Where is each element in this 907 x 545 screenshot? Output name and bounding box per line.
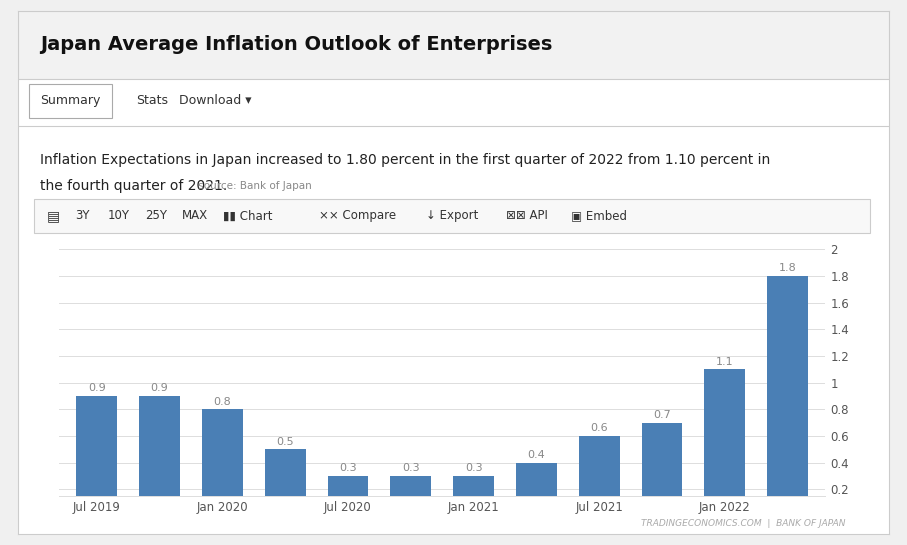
Text: source: Bank of Japan: source: Bank of Japan xyxy=(195,181,312,191)
Text: TRADINGECONOMICS.COM  |  BANK OF JAPAN: TRADINGECONOMICS.COM | BANK OF JAPAN xyxy=(641,518,846,528)
Text: ▣ Embed: ▣ Embed xyxy=(571,209,627,222)
Bar xyxy=(327,476,368,516)
Text: 0.7: 0.7 xyxy=(653,410,671,420)
Text: Stats: Stats xyxy=(136,94,168,107)
Text: 3Y: 3Y xyxy=(74,209,89,222)
Bar xyxy=(767,276,808,516)
Bar xyxy=(641,422,682,516)
Text: 0.5: 0.5 xyxy=(277,437,294,446)
Text: 0.4: 0.4 xyxy=(528,450,545,460)
Text: 0.8: 0.8 xyxy=(213,397,231,407)
Bar xyxy=(139,396,180,516)
Text: 0.9: 0.9 xyxy=(151,383,169,393)
Bar xyxy=(516,463,557,516)
Bar xyxy=(390,476,431,516)
Bar xyxy=(76,396,117,516)
Text: 0.3: 0.3 xyxy=(402,463,420,473)
Bar xyxy=(454,476,494,516)
Text: 0.6: 0.6 xyxy=(590,423,608,433)
Text: 25Y: 25Y xyxy=(145,209,167,222)
Text: Download ▾: Download ▾ xyxy=(180,94,252,107)
Text: MAX: MAX xyxy=(181,209,208,222)
Bar xyxy=(34,199,870,233)
FancyBboxPatch shape xyxy=(29,84,112,118)
Text: 1.8: 1.8 xyxy=(779,263,796,273)
Text: 0.3: 0.3 xyxy=(339,463,356,473)
Text: ▮▮ Chart: ▮▮ Chart xyxy=(223,209,272,222)
Bar xyxy=(202,409,243,516)
Text: Summary: Summary xyxy=(40,94,101,107)
Bar xyxy=(265,449,306,516)
Text: 10Y: 10Y xyxy=(108,209,130,222)
Bar xyxy=(18,79,889,126)
Bar xyxy=(579,436,619,516)
Text: 1.1: 1.1 xyxy=(716,356,734,367)
Text: 0.9: 0.9 xyxy=(88,383,105,393)
Text: ↓ Export: ↓ Export xyxy=(425,209,478,222)
Text: Japan Average Inflation Outlook of Enterprises: Japan Average Inflation Outlook of Enter… xyxy=(40,35,552,55)
Text: 0.3: 0.3 xyxy=(464,463,483,473)
Text: ⊠⊠ API: ⊠⊠ API xyxy=(506,209,548,222)
Bar xyxy=(18,11,889,79)
Text: ▤: ▤ xyxy=(47,209,60,223)
Text: the fourth quarter of 2021.: the fourth quarter of 2021. xyxy=(40,179,227,193)
Bar xyxy=(705,370,746,516)
Text: Inflation Expectations in Japan increased to 1.80 percent in the first quarter o: Inflation Expectations in Japan increase… xyxy=(40,153,770,167)
Text: ⨯⨯ Compare: ⨯⨯ Compare xyxy=(318,209,395,222)
